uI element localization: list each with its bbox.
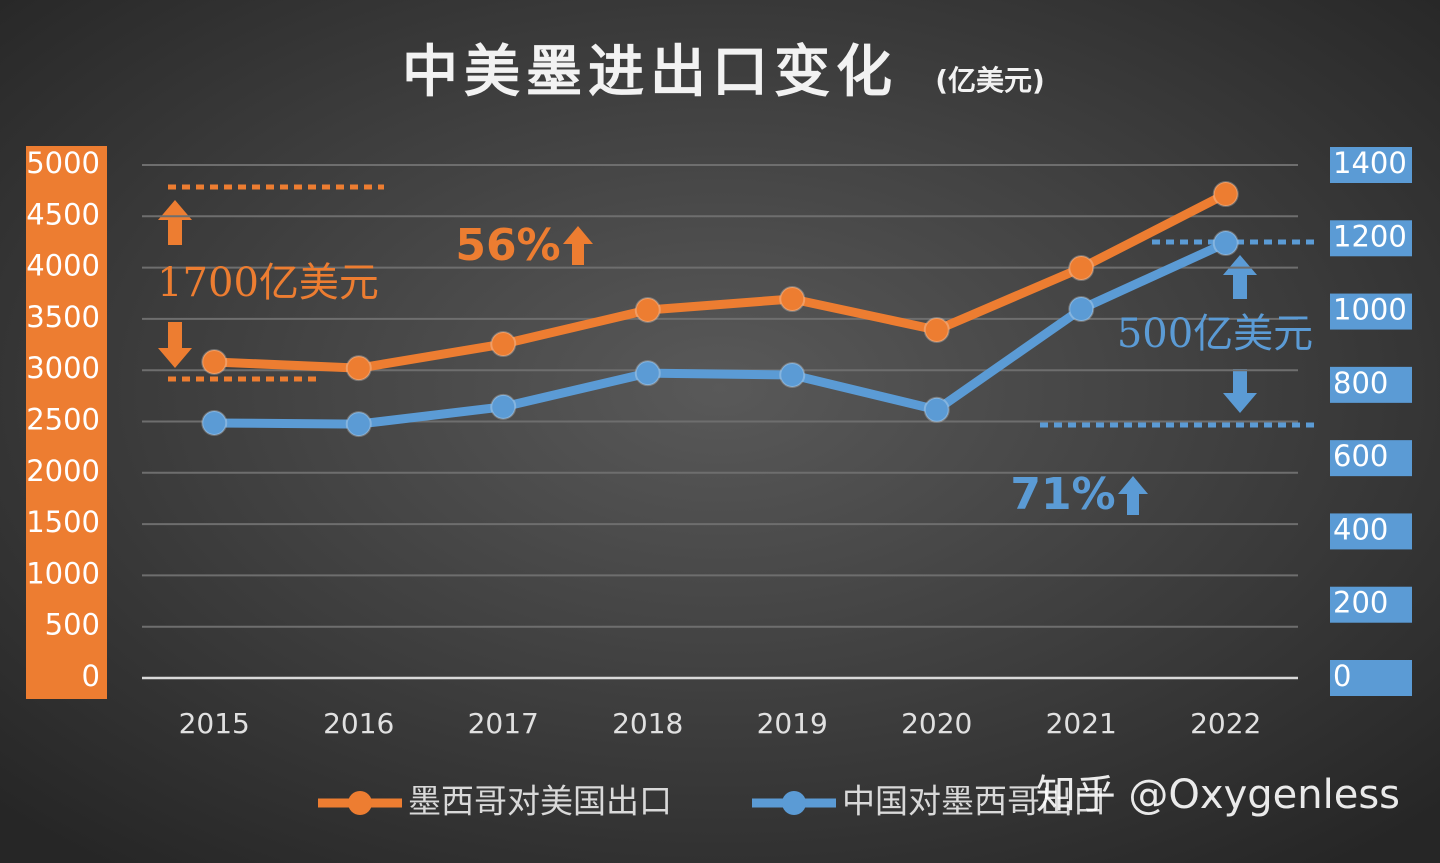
- y-tick-label: 5000: [26, 146, 100, 180]
- point: [1068, 255, 1095, 282]
- y2-tick-box: [1330, 513, 1412, 550]
- y-tick-label: 1000: [26, 556, 100, 590]
- x-tick-label: 2020: [901, 707, 972, 740]
- y2-tick-box: [1330, 220, 1412, 257]
- guides: [168, 184, 1318, 428]
- y2-tick-box: [1330, 147, 1412, 183]
- x-tick-label: 2017: [468, 707, 539, 740]
- series-line: [214, 238, 1228, 429]
- point: [201, 348, 228, 375]
- chart-subtitle: (亿美元): [935, 64, 1045, 97]
- y-tick-label: 2500: [26, 403, 100, 437]
- point: [345, 411, 372, 438]
- arrow-down: [1223, 369, 1257, 413]
- y-tick-label: 2000: [26, 454, 100, 488]
- x-tick-label: 2019: [757, 707, 828, 740]
- x-tick-label: 2018: [612, 707, 683, 740]
- point: [490, 393, 517, 420]
- x-tick-label: 2016: [323, 707, 394, 740]
- legend-label: 墨西哥对美国出口: [408, 782, 672, 821]
- point: [201, 409, 228, 436]
- point: [634, 296, 661, 323]
- arrow-up: [158, 200, 192, 245]
- x-tick-label: 2022: [1190, 707, 1261, 740]
- watermark: 知乎 @Oxygenless: [1036, 772, 1400, 818]
- arrow-up: [1118, 476, 1148, 515]
- legend-marker: [348, 791, 372, 815]
- y-tick-label: 0: [82, 659, 100, 693]
- legend-label: 中国对墨西哥出口: [842, 782, 1106, 821]
- y-tick-label: 3000: [26, 351, 100, 385]
- y2-tick-label: 600: [1333, 439, 1388, 473]
- arrow-down: [158, 322, 192, 368]
- y-tick-label: 500: [45, 608, 100, 642]
- left-axis-band: [26, 146, 107, 699]
- y-tick-label: 1500: [26, 505, 100, 539]
- y2-tick-box: [1330, 293, 1412, 330]
- point: [779, 361, 806, 388]
- y2-tick-label: 1400: [1333, 146, 1407, 180]
- point: [490, 331, 517, 358]
- point: [1212, 230, 1239, 257]
- point: [923, 396, 950, 423]
- arrows: [158, 200, 1257, 515]
- point: [779, 285, 806, 312]
- y2-tick-box: [1330, 660, 1412, 696]
- point: [1068, 296, 1095, 323]
- arrow-up: [1223, 255, 1257, 299]
- y-tick-label: 3500: [26, 300, 100, 334]
- y2-tick-label: 400: [1333, 512, 1388, 546]
- y2-tick-box: [1330, 440, 1412, 477]
- x-tick-label: 2021: [1046, 707, 1117, 740]
- y2-tick-box: [1330, 366, 1412, 403]
- series-line: [214, 190, 1228, 373]
- annotation: 56%: [455, 220, 560, 271]
- annotation: 71%: [1010, 469, 1115, 520]
- y2-tick-box: [1330, 586, 1412, 623]
- point: [345, 355, 372, 382]
- y-tick-label: 4000: [26, 249, 100, 283]
- y2-tick-label: 1200: [1333, 219, 1407, 253]
- legend-marker: [782, 791, 806, 815]
- point: [1212, 181, 1239, 208]
- point: [634, 360, 661, 387]
- annotation: 1700亿美元: [157, 260, 379, 306]
- y2-tick-label: 800: [1333, 366, 1388, 400]
- annotation: 500亿美元: [1117, 311, 1313, 357]
- y-tick-label: 4500: [26, 197, 100, 231]
- x-tick-label: 2015: [179, 707, 250, 740]
- arrow-up: [563, 226, 593, 265]
- y2-tick-label: 0: [1333, 659, 1351, 693]
- y2-tick-label: 200: [1333, 586, 1388, 620]
- chart-title: 中美墨进出口变化: [402, 40, 898, 105]
- y2-tick-label: 1000: [1333, 293, 1407, 327]
- point: [923, 316, 950, 343]
